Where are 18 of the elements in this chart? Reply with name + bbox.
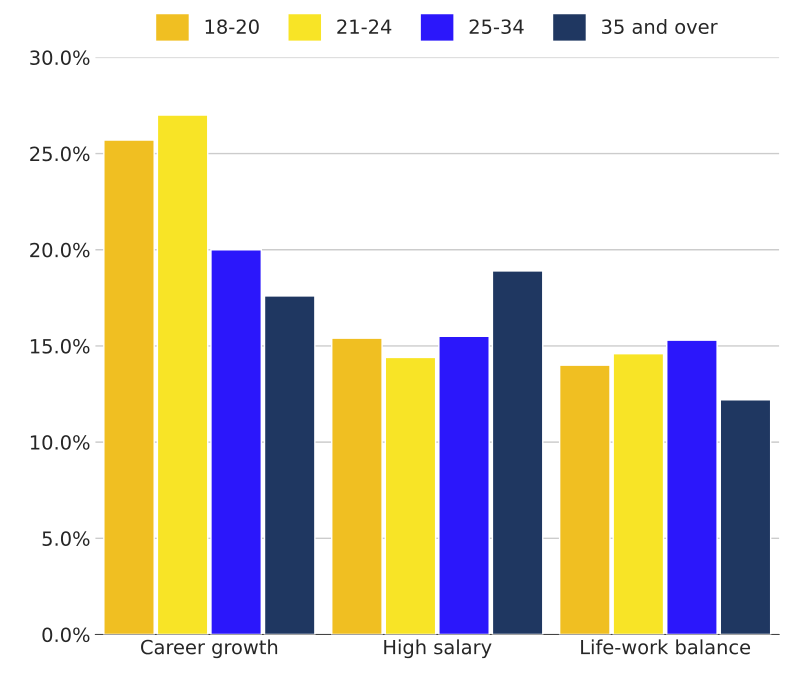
- x-tick-label: Life-work balance: [581, 639, 750, 654]
- bar: [558, 364, 611, 634]
- y-tick-label: 30.0%: [30, 50, 90, 66]
- y-tick-label: 10.0%: [30, 435, 90, 450]
- y-tick-label: 5.0%: [42, 531, 90, 546]
- legend-label: 35 and over: [602, 18, 718, 34]
- legend-label: 21-24: [337, 19, 392, 34]
- bar: [210, 249, 262, 634]
- x-tick-label: Career growth: [141, 639, 278, 658]
- y-tick-label: 25.0%: [30, 146, 90, 162]
- x-tick-label: High salary: [384, 639, 492, 658]
- bar: [612, 352, 664, 634]
- bar: [264, 295, 316, 634]
- legend-label: 18-20: [206, 19, 259, 34]
- y-tick-label: 20.0%: [30, 242, 90, 258]
- y-tick-label: 0.0%: [42, 627, 90, 642]
- y-tick-label: 15.0%: [30, 338, 90, 354]
- legend-label: 25-34: [470, 19, 524, 34]
